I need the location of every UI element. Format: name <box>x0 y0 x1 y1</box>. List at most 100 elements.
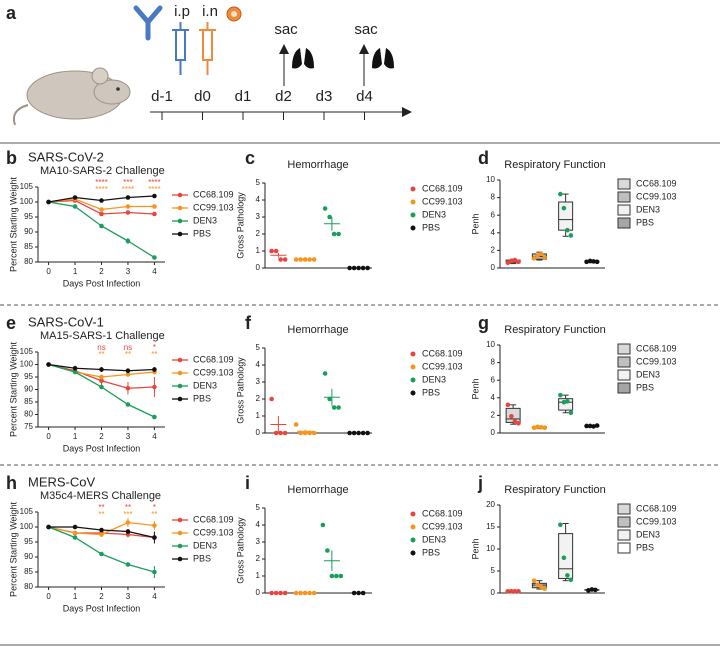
day-label: d0 <box>194 88 211 105</box>
data-point <box>336 231 341 237</box>
legend-label: CC99.103 <box>422 361 463 371</box>
legend-label: PBS <box>636 217 654 227</box>
data-point <box>72 204 78 209</box>
legend-marker <box>177 556 183 562</box>
legend-swatch <box>617 191 631 203</box>
data-point <box>531 256 537 261</box>
y-tick-label: 1 <box>256 411 261 420</box>
data-point <box>586 588 591 593</box>
x-tick-label: 4 <box>152 592 157 601</box>
legend-label: CC68.109 <box>193 189 234 199</box>
legend-label: CC99.103 <box>193 367 234 377</box>
data-point <box>542 255 547 260</box>
legend-marker <box>177 530 183 536</box>
legend-label: DEN3 <box>422 374 446 384</box>
significance-label: **** <box>95 185 107 194</box>
panel-letter: h <box>6 473 17 493</box>
legend-swatch <box>617 369 631 381</box>
legend-marker <box>177 357 183 363</box>
legend-swatch <box>617 382 631 394</box>
legend-label: CC99.103 <box>193 202 234 212</box>
data-point <box>282 257 288 262</box>
significance-label: **** <box>148 178 160 187</box>
data-point <box>568 577 574 583</box>
data-point <box>327 214 332 220</box>
data-point <box>565 399 570 404</box>
panel-letter: e <box>6 313 16 333</box>
panel-letter: j <box>477 473 483 493</box>
data-point <box>516 588 521 594</box>
significance-label: ** <box>98 503 104 512</box>
panel-title: Hemorrhage <box>287 159 348 171</box>
x-axis-label: Days Post Infection <box>63 278 141 288</box>
day-label: d2 <box>275 88 292 105</box>
mouse-icon <box>12 67 131 126</box>
data-point <box>331 231 337 237</box>
legend-marker <box>410 537 416 543</box>
legend-label: PBS <box>193 228 211 238</box>
data-point <box>591 259 596 264</box>
y-tick-label: 20 <box>486 500 495 509</box>
y-axis-label: Penh <box>470 538 480 559</box>
data-point <box>558 392 563 398</box>
panel-letter: i <box>245 473 250 493</box>
panel-title: Respiratory Function <box>504 484 606 496</box>
y-tick-label: 95 <box>24 212 33 221</box>
legend-label: DEN3 <box>193 540 217 550</box>
y-tick-label: 8 <box>491 358 496 367</box>
x-tick-label: 3 <box>126 592 131 601</box>
legend-label: CC99.103 <box>422 196 463 206</box>
significance-label: ** <box>98 350 104 359</box>
legend-swatch <box>617 217 631 229</box>
y-axis-label: Penh <box>470 213 480 234</box>
legend-label: PBS <box>422 547 440 557</box>
y-tick-label: 3 <box>256 212 261 221</box>
data-point <box>535 253 540 258</box>
legend-label: CC68.109 <box>193 354 234 364</box>
legend-swatch <box>617 178 631 190</box>
legend-marker <box>410 186 416 192</box>
data-point <box>72 365 78 371</box>
significance-label: ** <box>98 510 104 519</box>
y-tick-label: 2 <box>256 394 261 403</box>
legend-swatch <box>617 516 631 528</box>
data-point <box>542 586 547 591</box>
y-tick-label: 10 <box>486 544 495 553</box>
legend-label: PBS <box>422 222 440 232</box>
data-point <box>512 419 518 424</box>
data-point <box>584 259 589 265</box>
data-point <box>152 523 157 528</box>
y-tick-label: 5 <box>256 503 261 512</box>
data-point <box>568 233 574 238</box>
panel-letter: c <box>245 148 255 168</box>
sac-arrowhead <box>279 44 289 54</box>
y-tick-label: 0 <box>491 588 496 597</box>
event-label: sac <box>274 21 298 38</box>
legend-label: DEN3 <box>193 380 217 390</box>
data-point <box>278 430 283 436</box>
panel-title: Hemorrhage <box>287 324 348 336</box>
chart-panel: f Hemorrhage 0 1 2 3 4 5 Gross Pathology CC68.109… <box>235 313 462 437</box>
chart-panel: j Respiratory Function 0 5 10 15 20 Penh CC68.10… <box>470 473 676 597</box>
data-point <box>594 259 600 265</box>
legend-swatch <box>617 343 631 355</box>
legend-label: CC68.109 <box>636 178 677 188</box>
data-point <box>320 522 326 528</box>
legend-marker <box>177 231 183 237</box>
significance-label: * <box>153 503 156 512</box>
x-tick-label: 2 <box>99 432 104 441</box>
panel-subtitle: MA10-SARS-2 Challenge <box>40 165 165 177</box>
significance-label: *** <box>123 510 132 519</box>
data-point <box>152 414 157 420</box>
event-label: sac <box>354 21 378 38</box>
data-point <box>125 368 131 374</box>
legend-marker <box>410 225 416 231</box>
data-point <box>331 405 337 410</box>
data-point <box>584 423 589 429</box>
day-label: d3 <box>316 88 333 105</box>
data-point <box>509 588 514 594</box>
data-point <box>307 430 312 436</box>
y-tick-label: 85 <box>24 567 33 576</box>
data-point <box>99 223 104 229</box>
